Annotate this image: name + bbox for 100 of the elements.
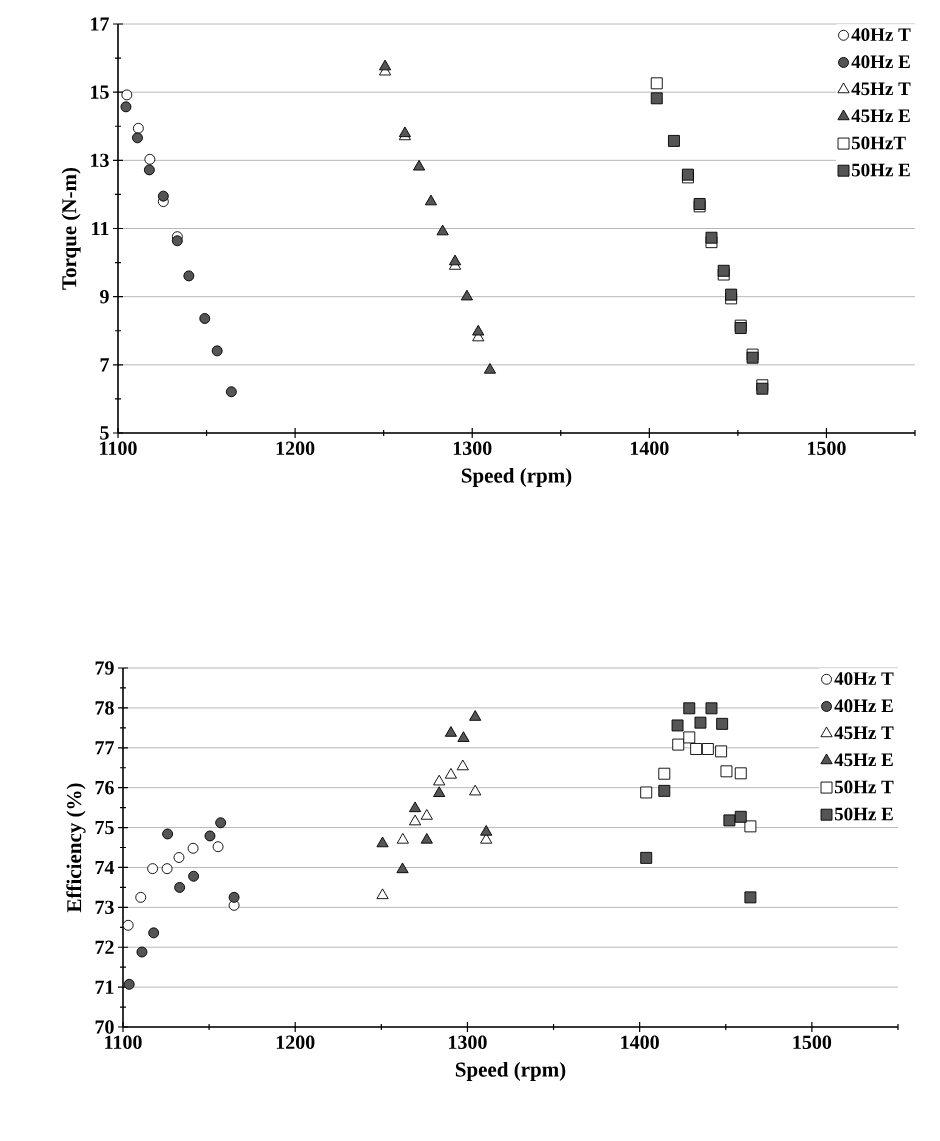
x-axis-title: Speed (rpm) (461, 467, 572, 487)
point (123, 978, 135, 990)
point (668, 134, 680, 147)
point (717, 264, 730, 277)
point (723, 814, 736, 827)
point (157, 190, 169, 202)
point (457, 731, 470, 742)
point (162, 828, 174, 840)
y-tick-label: 71 (95, 980, 114, 994)
point (716, 717, 729, 730)
x-axis-title: Speed (rpm) (455, 1061, 566, 1081)
point (433, 786, 446, 797)
legend-label: 40Hz T (834, 672, 894, 686)
point (744, 891, 757, 904)
point (173, 852, 185, 863)
point (121, 89, 133, 101)
y-tick-label: 70 (95, 1020, 114, 1034)
point (480, 825, 493, 836)
y-axis-title: Efficiency (%) (66, 783, 86, 913)
point (744, 820, 757, 833)
point (734, 767, 747, 780)
point (136, 946, 148, 958)
point (444, 767, 457, 779)
point (433, 774, 446, 786)
point (640, 851, 653, 864)
point (148, 927, 160, 939)
point (174, 881, 186, 893)
x-tick-label: 1300 (449, 1035, 487, 1050)
x-tick-label: 1100 (100, 441, 137, 456)
x-tick-label: 1400 (621, 1035, 659, 1050)
y-tick-label: 75 (95, 820, 114, 835)
y-axis-title: Torque (N-m) (61, 167, 81, 290)
y-tick-label: 73 (95, 900, 114, 915)
legend-label: 45Hz E (851, 109, 910, 123)
point (420, 809, 433, 820)
point (705, 702, 718, 715)
point (650, 92, 663, 105)
point (379, 59, 392, 71)
point (424, 194, 438, 206)
y-tick-label: 77 (95, 741, 114, 755)
point (161, 863, 173, 875)
point (120, 101, 132, 113)
point (469, 710, 482, 721)
legend-label: 40Hz E (851, 55, 910, 69)
point (650, 77, 663, 90)
point (396, 862, 409, 874)
point (132, 132, 143, 144)
point (171, 235, 183, 247)
x-tick-label: 1100 (105, 1035, 142, 1050)
point (671, 719, 684, 732)
x-tick-label: 1400 (630, 441, 669, 456)
point (199, 313, 211, 324)
x-tick-label: 1300 (453, 441, 492, 456)
point (420, 832, 433, 844)
y-tick-label: 78 (95, 701, 114, 715)
point (204, 830, 216, 842)
point (436, 224, 449, 236)
point (215, 817, 227, 829)
legend-label: 40Hz T (851, 28, 911, 42)
legend-label: 45Hz E (834, 753, 893, 767)
point (376, 836, 389, 848)
point (460, 289, 473, 301)
y-tick-label: 7 (100, 358, 109, 372)
point (132, 122, 144, 134)
point (683, 731, 696, 744)
point (472, 324, 485, 336)
point (444, 726, 457, 737)
legend-label: 45Hz T (851, 82, 911, 96)
point (143, 164, 155, 176)
legend-label: 50Hz T (834, 780, 894, 794)
point (212, 841, 224, 853)
point (683, 702, 696, 715)
point (376, 888, 389, 900)
y-tick-label: 9 (100, 289, 109, 304)
point (469, 784, 482, 796)
point (640, 786, 653, 799)
x-tick-label: 1500 (808, 441, 846, 456)
y-tick-label: 13 (91, 153, 109, 168)
legend-label: 50Hz E (834, 807, 893, 821)
point (694, 716, 707, 729)
point (720, 765, 733, 778)
point (701, 743, 714, 755)
y-tick-label: 79 (95, 661, 114, 675)
point (122, 919, 134, 931)
point (147, 863, 159, 875)
y-tick-label: 17 (91, 17, 109, 31)
point (734, 810, 747, 823)
point (187, 842, 199, 854)
point (658, 784, 671, 797)
y-tick-label: 76 (95, 780, 114, 795)
y-tick-label: 74 (95, 860, 115, 875)
point (658, 767, 671, 780)
point (188, 870, 200, 882)
point (225, 386, 237, 398)
point (483, 363, 497, 374)
point (409, 801, 422, 813)
point (715, 745, 728, 758)
point (413, 159, 426, 171)
point (135, 891, 147, 903)
legend-label: 50Hz E (851, 163, 910, 177)
